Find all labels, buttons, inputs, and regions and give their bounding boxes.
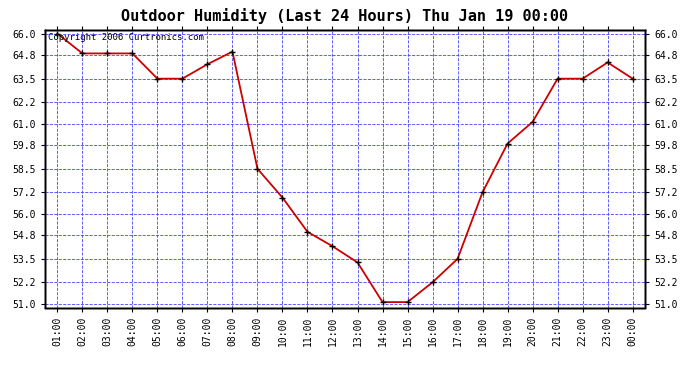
- Text: Outdoor Humidity (Last 24 Hours) Thu Jan 19 00:00: Outdoor Humidity (Last 24 Hours) Thu Jan…: [121, 8, 569, 24]
- Text: Copyright 2006 Curtronics.com: Copyright 2006 Curtronics.com: [48, 33, 204, 42]
